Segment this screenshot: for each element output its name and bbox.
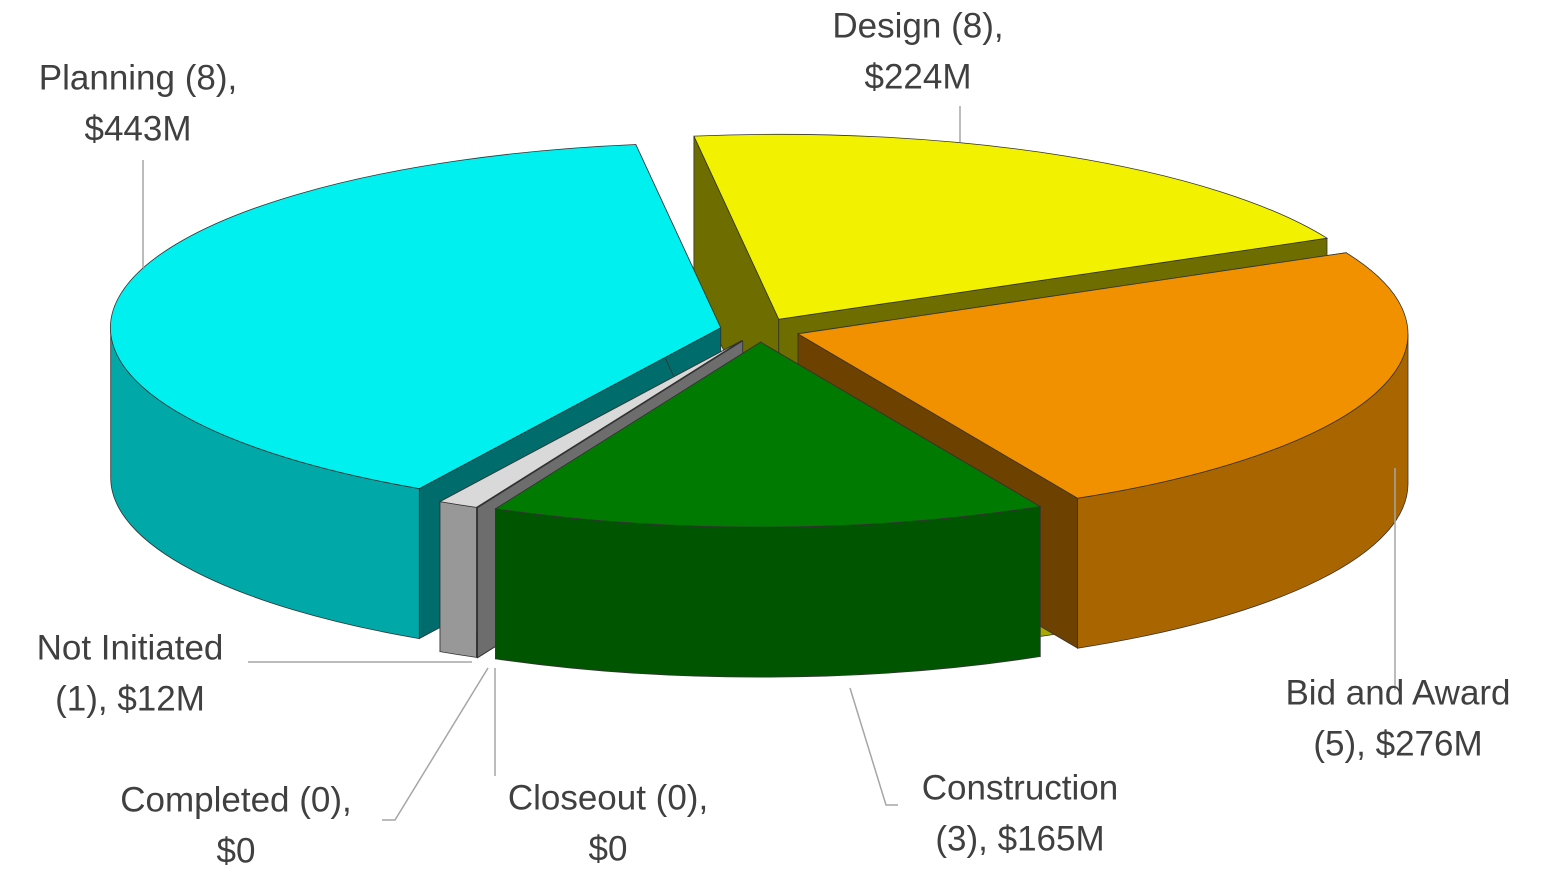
slice bbox=[110, 144, 722, 490]
slice bbox=[477, 340, 743, 508]
data-label: Bid and Award bbox=[1285, 673, 1510, 712]
data-label: $443M bbox=[84, 109, 191, 148]
data-label: (5), $276M bbox=[1313, 724, 1482, 763]
slice bbox=[438, 340, 742, 508]
leader-line bbox=[849, 687, 898, 806]
data-labels: Design (8), $224M Bid and Award (5), $276M C… bbox=[37, 6, 1511, 870]
slice bbox=[494, 341, 1042, 528]
data-label: $224M bbox=[864, 57, 971, 96]
pie bbox=[110, 133, 1409, 678]
data-label: Closeout (0), bbox=[508, 778, 708, 817]
data-label: (1), $12M bbox=[55, 679, 205, 718]
data-label: $0 bbox=[589, 829, 628, 868]
leader-lines bbox=[142, 106, 1396, 821]
data-label: Planning (8), bbox=[39, 58, 237, 97]
data-label: Not Initiated bbox=[37, 628, 224, 667]
data-label: Construction bbox=[922, 768, 1118, 807]
slice-side bbox=[439, 501, 477, 658]
leader-line bbox=[382, 667, 489, 821]
slice-side bbox=[495, 506, 1041, 678]
slice bbox=[693, 133, 1329, 320]
data-label: Completed (0), bbox=[120, 780, 351, 819]
data-label: $0 bbox=[217, 831, 256, 870]
data-label: Design (8), bbox=[832, 6, 1003, 45]
slice bbox=[796, 252, 1409, 499]
data-label: (3), $165M bbox=[935, 819, 1104, 858]
